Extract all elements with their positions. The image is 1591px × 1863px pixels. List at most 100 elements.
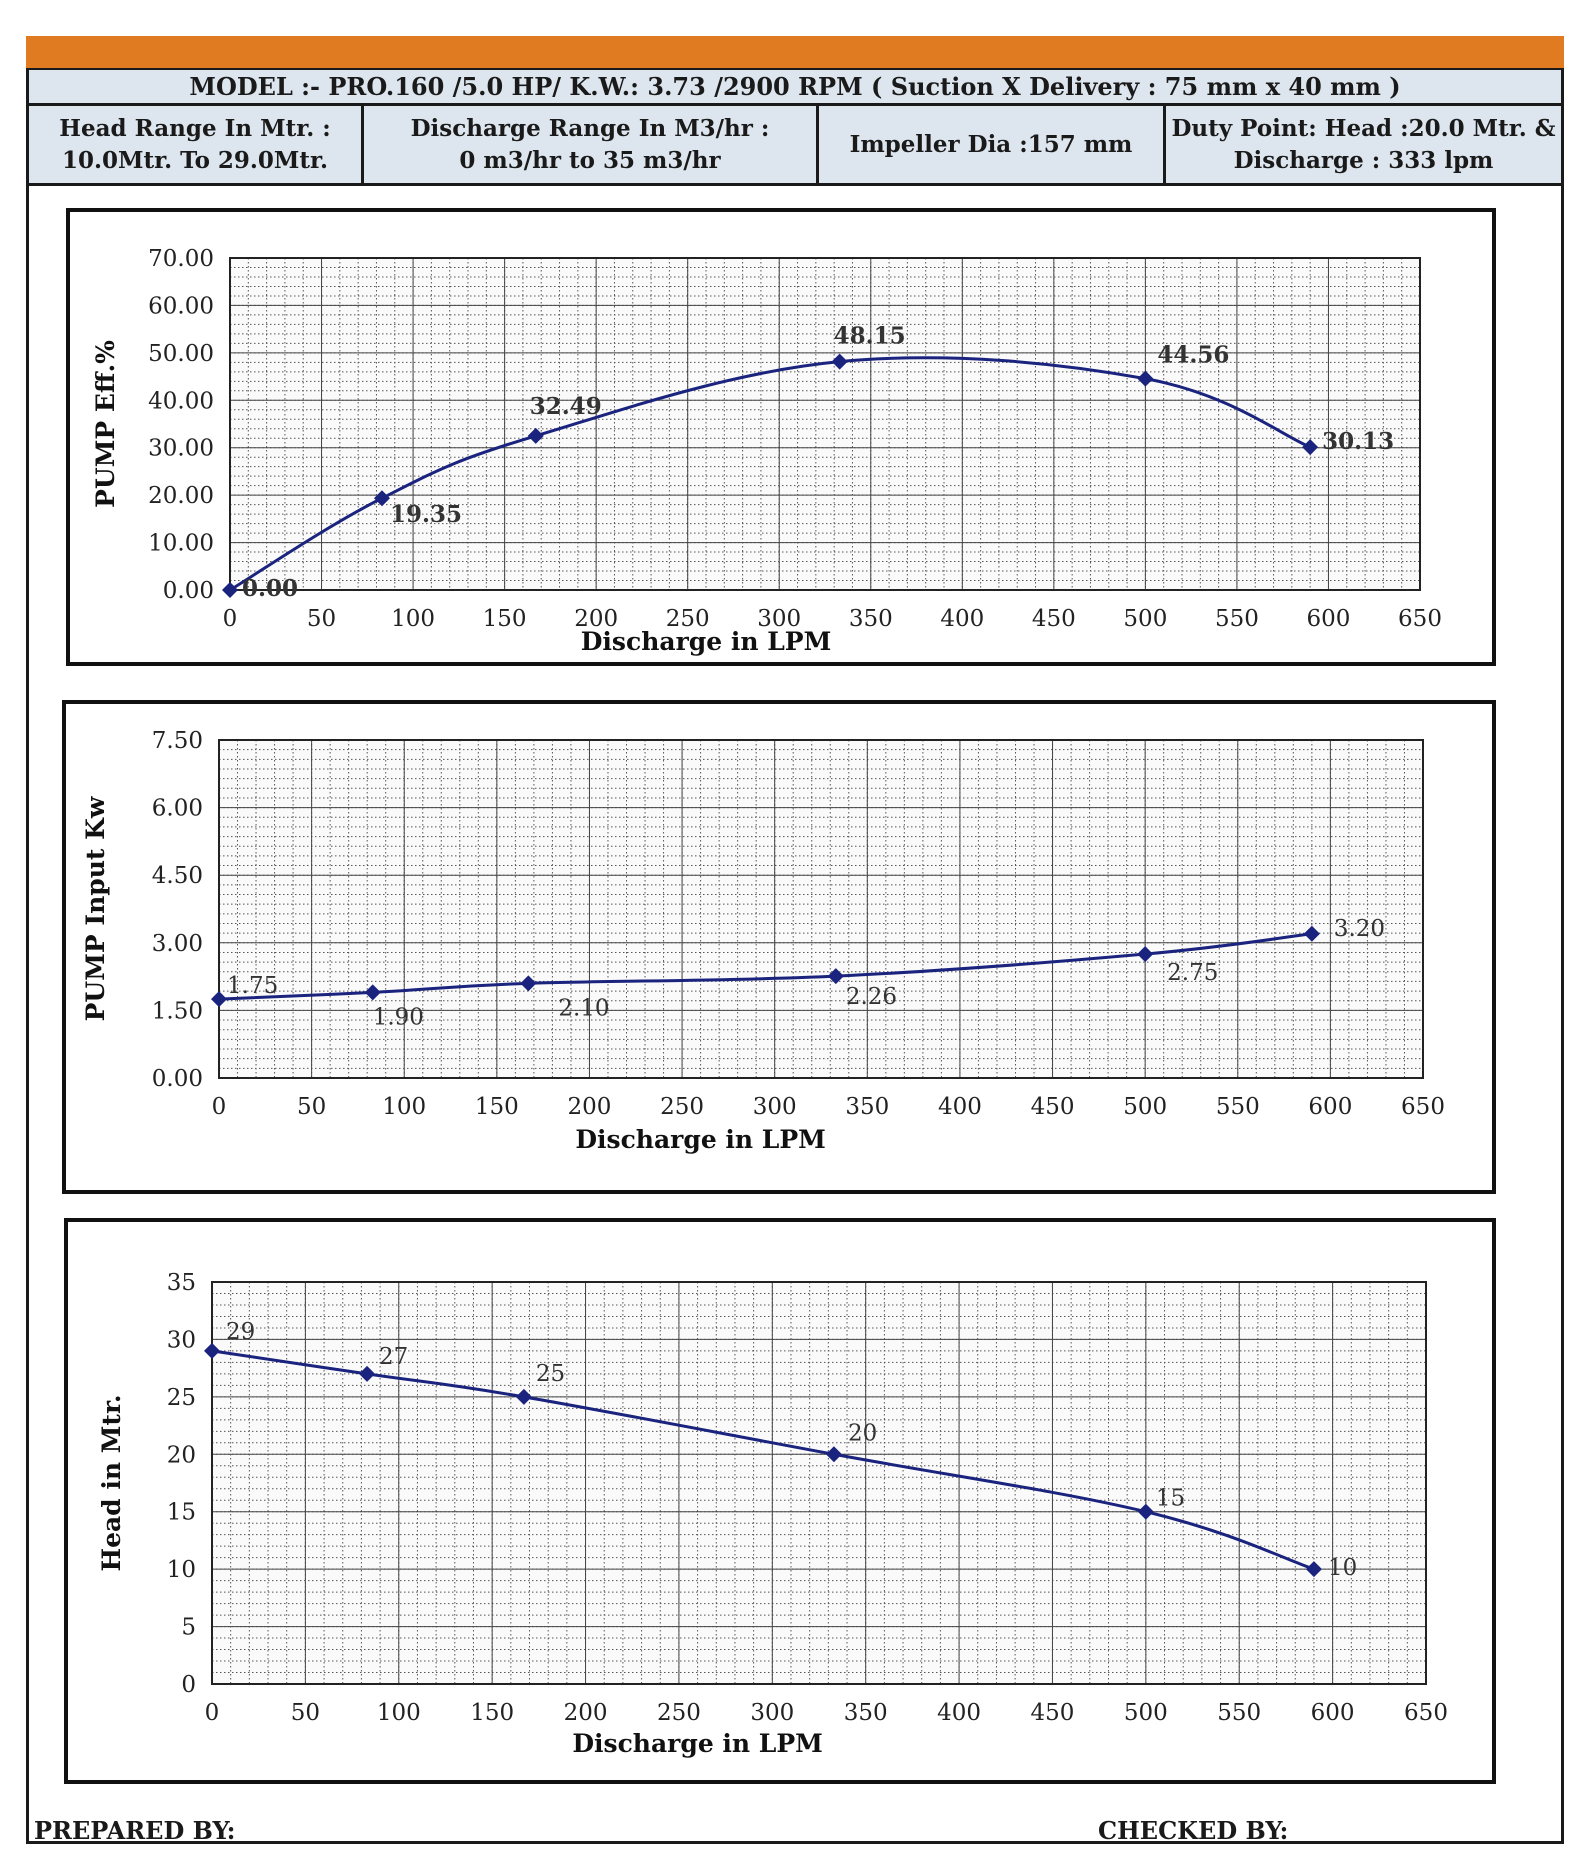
efficiency-chart-box: 0 50 100 150 200 250 300 350 400 450 500 550 600 650 0… bbox=[66, 208, 1496, 666]
x-tick-label: 300 bbox=[753, 1094, 797, 1120]
data-label: 32.49 bbox=[530, 393, 602, 420]
head-range-cell: Head Range In Mtr. : 10.0Mtr. To 29.0Mtr… bbox=[29, 106, 364, 183]
data-point-marker bbox=[527, 427, 544, 444]
y-tick-label: 0.00 bbox=[152, 1066, 203, 1092]
x-tick-label: 350 bbox=[845, 1094, 889, 1120]
data-label: 27 bbox=[379, 1344, 408, 1370]
x-tick-label: 500 bbox=[1123, 1094, 1167, 1120]
x-tick-label: 300 bbox=[750, 1700, 794, 1726]
y-tick-label: 4.50 bbox=[152, 863, 203, 889]
x-tick-label: 350 bbox=[844, 1700, 888, 1726]
y-tick-label: 30.00 bbox=[148, 436, 214, 462]
x-tick-label: 50 bbox=[307, 606, 336, 632]
x-tick-label: 300 bbox=[757, 606, 801, 632]
model-line: MODEL :- PRO.160 /5.0 HP/ K.W.: 3.73 /29… bbox=[26, 68, 1564, 106]
x-tick-label: 650 bbox=[1398, 606, 1442, 632]
data-point-marker bbox=[1303, 925, 1320, 942]
data-label: 15 bbox=[1156, 1486, 1185, 1512]
x-axis-label: Discharge in LPM bbox=[572, 1729, 823, 1758]
y-tick-label: 35 bbox=[167, 1270, 196, 1296]
head-range-value: 10.0Mtr. To 29.0Mtr. bbox=[61, 146, 329, 174]
y-tick-label: 0.00 bbox=[163, 578, 214, 604]
x-tick-label: 100 bbox=[391, 606, 435, 632]
x-tick-label: 150 bbox=[470, 1700, 514, 1726]
spec-row: Head Range In Mtr. : 10.0Mtr. To 29.0Mtr… bbox=[26, 106, 1564, 186]
data-label: 0.00 bbox=[242, 575, 298, 602]
y-tick-label: 15 bbox=[167, 1500, 196, 1526]
data-label: 10 bbox=[1328, 1555, 1357, 1581]
efficiency-chart: 0 50 100 150 200 250 300 350 400 450 500 550 600 650 0… bbox=[91, 246, 1442, 656]
x-tick-label: 250 bbox=[660, 1094, 704, 1120]
x-tick-label: 450 bbox=[1032, 606, 1076, 632]
y-tick-label: 5 bbox=[181, 1615, 196, 1641]
data-label: 48.15 bbox=[834, 323, 906, 350]
data-point-marker bbox=[825, 1446, 842, 1463]
head-chart: 0 50 100 150 200 250 300 350 400 450 500 550 600 650 0… bbox=[97, 1270, 1448, 1758]
header-accent-bar bbox=[26, 36, 1564, 68]
data-point-marker bbox=[831, 353, 848, 370]
y-tick-label: 30 bbox=[167, 1327, 196, 1353]
plot-border bbox=[211, 1281, 1427, 1685]
data-point-marker bbox=[1137, 1503, 1154, 1520]
data-label: 19.35 bbox=[390, 501, 462, 528]
data-label: 1.75 bbox=[227, 973, 278, 999]
x-tick-label: 50 bbox=[297, 1094, 326, 1120]
x-tick-label: 500 bbox=[1124, 1700, 1168, 1726]
x-axis-label: Discharge in LPM bbox=[575, 1125, 826, 1154]
y-tick-label: 50.00 bbox=[148, 341, 214, 367]
head-range-label: Head Range In Mtr. : bbox=[59, 115, 331, 143]
discharge-range-value: 0 m3/hr to 35 m3/hr bbox=[459, 146, 721, 174]
x-tick-label: 650 bbox=[1404, 1700, 1448, 1726]
y-tick-label: 20 bbox=[167, 1442, 196, 1468]
data-label: 1.90 bbox=[373, 1004, 424, 1030]
plot-area bbox=[212, 1282, 1426, 1684]
x-tick-label: 150 bbox=[475, 1094, 519, 1120]
data-point-marker bbox=[359, 1365, 376, 1382]
data-point-marker bbox=[1302, 439, 1319, 456]
plot-border bbox=[218, 739, 1424, 1079]
y-tick-label: 10 bbox=[167, 1557, 196, 1583]
data-point-marker bbox=[1137, 946, 1154, 963]
duty-point-line2: Discharge : 333 lpm bbox=[1233, 146, 1494, 174]
y-tick-label: 70.00 bbox=[148, 246, 214, 272]
y-tick-label: 0 bbox=[181, 1672, 196, 1698]
x-tick-label: 400 bbox=[937, 1700, 981, 1726]
x-tick-label: 500 bbox=[1123, 606, 1167, 632]
y-tick-label: 60.00 bbox=[148, 293, 214, 319]
duty-point-cell: Duty Point: Head :20.0 Mtr. & Discharge … bbox=[1166, 106, 1561, 183]
x-tick-label: 0 bbox=[205, 1700, 220, 1726]
checked-by-label: CHECKED BY: bbox=[1098, 1816, 1289, 1845]
input-kw-chart-box: 0 50 100 150 200 250 300 350 400 450 500 550 600 650 0… bbox=[62, 700, 1496, 1194]
x-tick-label: 600 bbox=[1308, 1094, 1352, 1120]
data-point-marker bbox=[364, 984, 381, 1001]
x-tick-label: 200 bbox=[574, 606, 618, 632]
x-tick-label: 550 bbox=[1215, 606, 1259, 632]
x-tick-label: 650 bbox=[1401, 1094, 1445, 1120]
x-tick-label: 100 bbox=[382, 1094, 426, 1120]
data-point-marker bbox=[827, 968, 844, 985]
data-point-marker bbox=[373, 490, 390, 507]
x-tick-label: 450 bbox=[1031, 1700, 1075, 1726]
y-tick-label: 10.00 bbox=[148, 531, 214, 557]
x-tick-label: 600 bbox=[1307, 606, 1351, 632]
x-tick-label: 550 bbox=[1217, 1700, 1261, 1726]
x-tick-label: 250 bbox=[666, 606, 710, 632]
data-label: 44.56 bbox=[1157, 342, 1229, 369]
x-tick-label: 0 bbox=[223, 606, 238, 632]
y-axis-label: PUMP Input Kw bbox=[81, 795, 110, 1021]
y-tick-label: 40.00 bbox=[148, 388, 214, 414]
data-point-marker bbox=[1137, 370, 1154, 387]
prepared-by-label: PREPARED BY: bbox=[34, 1816, 236, 1845]
y-tick-label: 7.50 bbox=[152, 728, 203, 754]
plot-border bbox=[229, 257, 1421, 591]
data-point-marker bbox=[204, 1342, 220, 1359]
y-tick-label: 25 bbox=[167, 1385, 196, 1411]
plot-area bbox=[230, 258, 1420, 590]
x-tick-label: 400 bbox=[938, 1094, 982, 1120]
x-tick-label: 450 bbox=[1031, 1094, 1075, 1120]
data-label: 30.13 bbox=[1322, 428, 1394, 455]
data-point-marker bbox=[211, 991, 227, 1008]
data-label: 2.75 bbox=[1167, 960, 1218, 986]
data-label: 3.20 bbox=[1334, 916, 1385, 942]
x-tick-label: 100 bbox=[377, 1700, 421, 1726]
